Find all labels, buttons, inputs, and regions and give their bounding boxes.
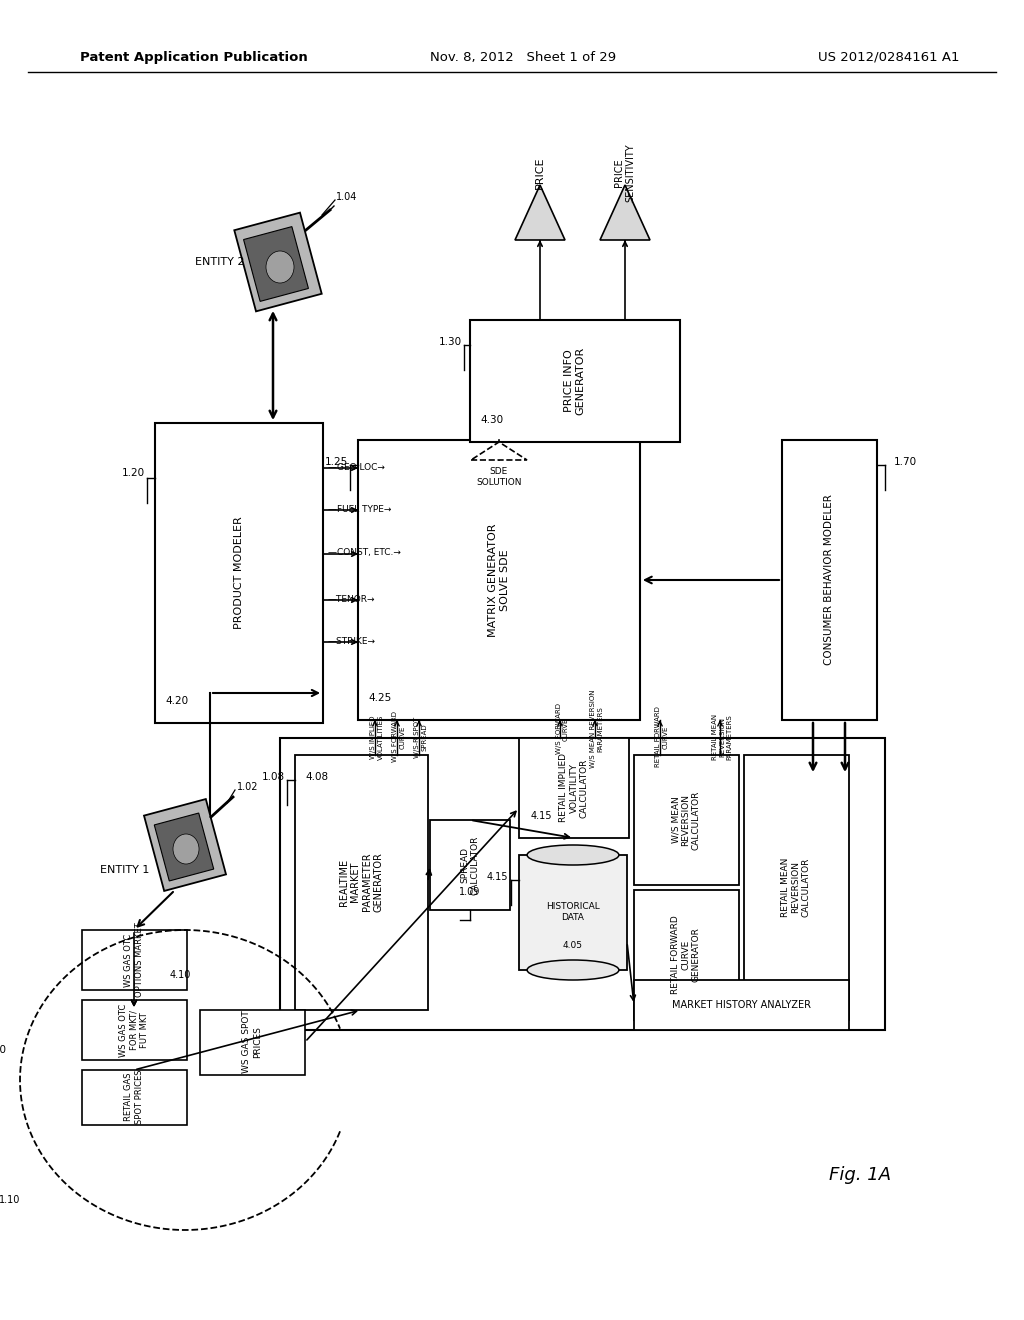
Text: W/S FORWARD
CURVE: W/S FORWARD CURVE — [555, 704, 568, 755]
Text: SPREAD
CALCULATOR: SPREAD CALCULATOR — [461, 836, 479, 895]
Text: —FUEL TYPE→: —FUEL TYPE→ — [328, 504, 391, 513]
Bar — [782, 440, 877, 719]
Text: Fig. 1A: Fig. 1A — [829, 1166, 891, 1184]
Text: REALTIME
MARKET
PARAMETER
GENERATOR: REALTIME MARKET PARAMETER GENERATOR — [339, 853, 383, 912]
Text: HISTORICAL
DATA: HISTORICAL DATA — [546, 903, 600, 921]
Bar — [519, 738, 629, 838]
Text: W/S FORWARD
CURVE: W/S FORWARD CURVE — [392, 711, 406, 763]
Text: Nov. 8, 2012   Sheet 1 of 29: Nov. 8, 2012 Sheet 1 of 29 — [430, 50, 616, 63]
Polygon shape — [600, 185, 650, 240]
Text: —CONST, ETC.→: —CONST, ETC.→ — [328, 549, 400, 557]
Text: 4.30: 4.30 — [480, 414, 504, 425]
Text: 1.08: 1.08 — [261, 772, 285, 781]
Text: ENTITY 2: ENTITY 2 — [195, 257, 245, 267]
Bar — [358, 440, 640, 719]
Text: 4.25: 4.25 — [369, 693, 391, 704]
Text: 1.09: 1.09 — [460, 887, 480, 898]
Text: PRICE
SENSITIVITY: PRICE SENSITIVITY — [614, 144, 636, 202]
Text: MARKET HISTORY ANALYZER: MARKET HISTORY ANALYZER — [672, 1001, 811, 1010]
Polygon shape — [144, 799, 226, 891]
Text: RETAIL MEAN
REVERSION
PARAMETERS: RETAIL MEAN REVERSION PARAMETERS — [712, 714, 732, 760]
Bar — [82, 1001, 187, 1060]
Text: WS GAS OTC
FOR MKT/
FUT MKT: WS GAS OTC FOR MKT/ FUT MKT — [119, 1003, 148, 1056]
Text: RETAIL FORWARD
CURVE: RETAIL FORWARD CURVE — [655, 706, 669, 767]
Polygon shape — [515, 185, 565, 240]
Bar — [519, 855, 627, 970]
Text: US 2012/0284161 A1: US 2012/0284161 A1 — [818, 50, 961, 63]
Text: —STRIKE→: —STRIKE→ — [328, 636, 376, 645]
Text: —GEO LOC→: —GEO LOC→ — [328, 462, 385, 471]
Text: 1.04: 1.04 — [336, 191, 357, 202]
Bar — [200, 1010, 305, 1074]
Polygon shape — [155, 813, 214, 880]
Text: 1.20: 1.20 — [122, 469, 144, 478]
Text: W/S-R SPOT
SPREAD: W/S-R SPOT SPREAD — [415, 717, 427, 758]
Text: 1.25: 1.25 — [325, 457, 347, 467]
Text: 4.15: 4.15 — [530, 810, 552, 821]
Bar — [430, 820, 510, 909]
Text: W/S MEAN
REVERSION
CALCULATOR: W/S MEAN REVERSION CALCULATOR — [671, 791, 700, 850]
Text: WS GAS OTC
OPTIONS MARKET: WS GAS OTC OPTIONS MARKET — [124, 923, 143, 998]
Ellipse shape — [173, 834, 199, 865]
Bar — [155, 422, 323, 723]
Bar — [744, 755, 849, 1020]
Text: W/S MEAN REVERSION
PARAMETERS: W/S MEAN REVERSION PARAMETERS — [591, 690, 603, 768]
Text: 4.05: 4.05 — [563, 940, 583, 949]
Bar — [295, 755, 428, 1010]
Text: ENTITY 1: ENTITY 1 — [100, 865, 150, 875]
Text: MATRIX GENERATOR
SOLVE SDE: MATRIX GENERATOR SOLVE SDE — [488, 523, 510, 636]
Text: —TENOR→: —TENOR→ — [328, 594, 376, 603]
Polygon shape — [471, 442, 527, 459]
Text: RETAIL FORWARD
CURVE
GENERATOR: RETAIL FORWARD CURVE GENERATOR — [671, 916, 700, 994]
Polygon shape — [234, 213, 322, 312]
Text: PRODUCT MODELER: PRODUCT MODELER — [234, 516, 244, 630]
Text: PRICE: PRICE — [535, 157, 545, 189]
Text: WS GAS SPOT
PRICES: WS GAS SPOT PRICES — [243, 1011, 262, 1073]
Text: 4.08: 4.08 — [305, 772, 329, 781]
Text: 1.70: 1.70 — [893, 457, 916, 467]
Text: SDE
SOLUTION: SDE SOLUTION — [476, 467, 522, 487]
Text: RETAIL IMPLIED
VOLATILITY
CALCULATOR: RETAIL IMPLIED VOLATILITY CALCULATOR — [559, 754, 589, 822]
Bar — [470, 319, 680, 442]
Text: 4.20: 4.20 — [166, 696, 188, 706]
Text: 4.10: 4.10 — [169, 970, 190, 979]
Bar — [82, 931, 187, 990]
Text: RETAIL MEAN
REVERSION
CALCULATOR: RETAIL MEAN REVERSION CALCULATOR — [781, 857, 811, 916]
Text: CONSUMER BEHAVIOR MODELER: CONSUMER BEHAVIOR MODELER — [824, 495, 834, 665]
Ellipse shape — [527, 960, 618, 979]
Text: 1.30: 1.30 — [438, 337, 462, 347]
Bar — [82, 1071, 187, 1125]
Text: Patent Application Publication: Patent Application Publication — [80, 50, 308, 63]
Bar — [634, 890, 739, 1020]
Text: 1.10: 1.10 — [0, 1195, 20, 1205]
Text: W/S IMPLIED
VOLATILITIES: W/S IMPLIED VOLATILITIES — [371, 714, 384, 760]
Text: 1.00: 1.00 — [0, 1045, 6, 1055]
Polygon shape — [244, 227, 308, 301]
Ellipse shape — [527, 845, 618, 865]
Bar — [280, 738, 885, 1030]
Bar — [634, 755, 739, 884]
Text: 1.02: 1.02 — [237, 781, 258, 792]
Ellipse shape — [266, 251, 294, 282]
Text: RETAIL GAS
SPOT PRICES: RETAIL GAS SPOT PRICES — [124, 1069, 143, 1125]
Text: 4.15: 4.15 — [486, 873, 508, 882]
Text: PRICE INFO
GENERATOR: PRICE INFO GENERATOR — [564, 347, 586, 414]
Bar — [634, 979, 849, 1030]
